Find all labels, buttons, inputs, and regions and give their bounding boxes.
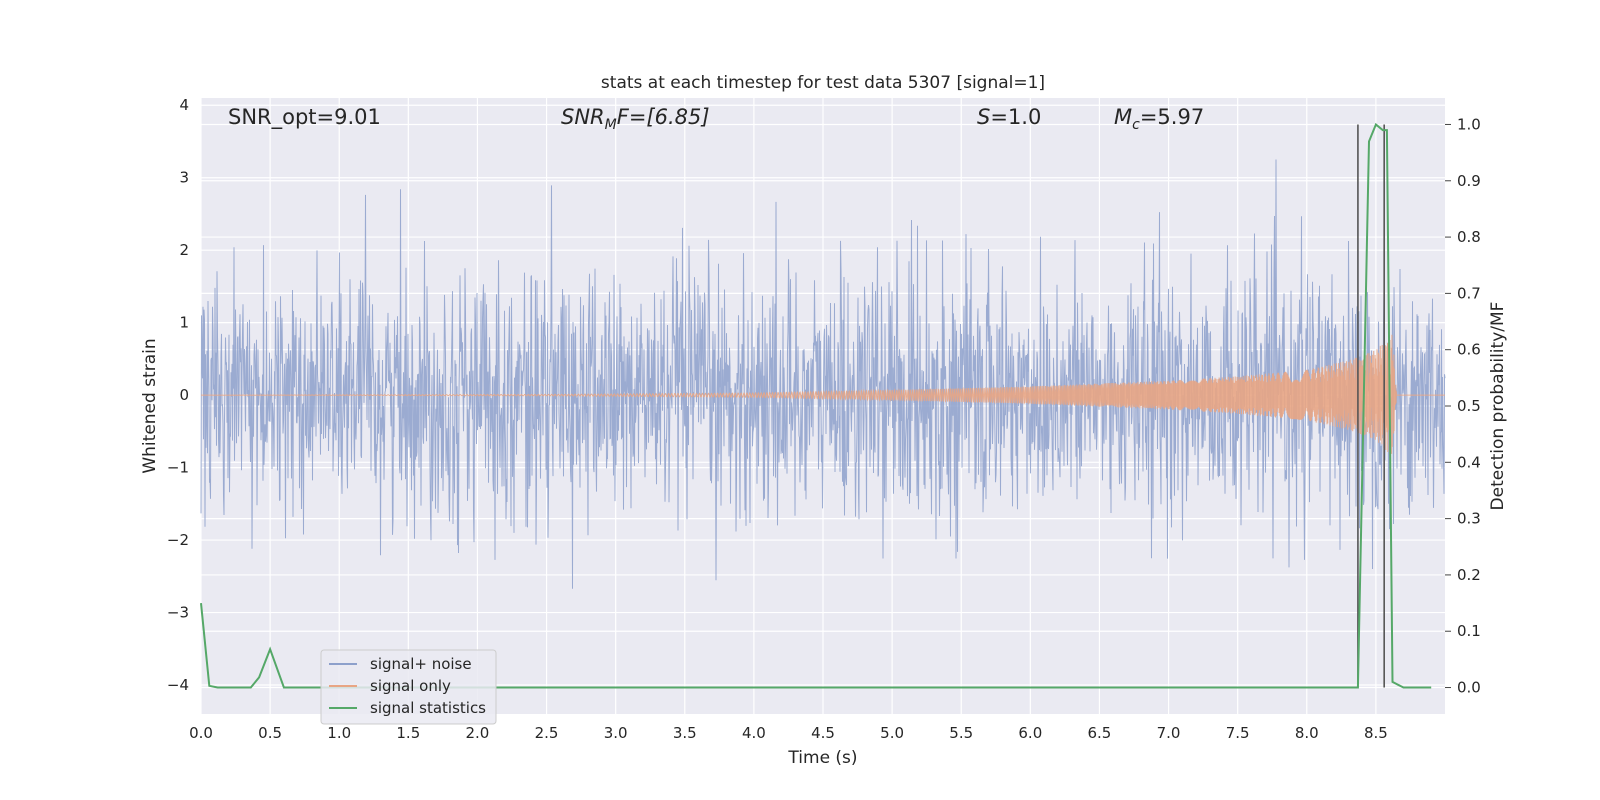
y-tick-label: 1 [179, 314, 189, 332]
y2-tick-label: 0.7 [1457, 284, 1481, 302]
x-axis-label: Time (s) [787, 748, 857, 768]
y-tick-label: −3 [167, 604, 189, 622]
x-tick-label: 6.5 [1088, 724, 1112, 742]
y2-tick-label: 0.4 [1457, 453, 1481, 471]
annotation-snr-mf-sub: M [605, 117, 617, 133]
y2-tick-label: 0.6 [1457, 341, 1481, 359]
y2-tick-label: 0.1 [1457, 622, 1481, 640]
legend-label-signal-only: signal only [370, 677, 451, 695]
y-tick-label: −4 [167, 676, 189, 694]
x-tick-label: 1.0 [327, 724, 351, 742]
annotation-s-value: =1.0 [990, 105, 1041, 129]
y-tick-labels: 4 3 2 1 0 −1 −2 −3 −4 [167, 96, 189, 694]
x-tick-label: 8.0 [1295, 724, 1319, 742]
y-tick-label: 0 [179, 386, 189, 404]
y2-tick-label: 0.9 [1457, 172, 1481, 190]
x-tick-label: 1.5 [396, 724, 420, 742]
x-tick-label: 3.5 [673, 724, 697, 742]
annotation-mc-value: =5.97 [1140, 105, 1204, 129]
x-tick-label: 7.0 [1157, 724, 1181, 742]
y2-tick-label: 0.2 [1457, 566, 1481, 584]
annotation-mc: Mc=5.97 [1114, 105, 1204, 133]
x-tick-label: 4.5 [811, 724, 835, 742]
y2-tick-labels: 1.0 0.9 0.8 0.7 0.6 0.5 0.4 0.3 0.2 0.1 0.0 [1445, 115, 1481, 697]
x-tick-label: 5.5 [949, 724, 973, 742]
x-tick-label: 5.0 [880, 724, 904, 742]
x-tick-label: 0.5 [258, 724, 282, 742]
y2-tick-label: 0.3 [1457, 510, 1481, 528]
x-tick-label: 2.0 [466, 724, 490, 742]
annotation-snr-mf-base: SNR [561, 105, 605, 129]
legend: signal+ noise signal only signal statist… [320, 649, 497, 725]
y2-tick-label: 0.5 [1457, 397, 1481, 415]
y-tick-label: 2 [179, 241, 189, 259]
annotation-mc-symbol: M [1114, 105, 1132, 129]
x-tick-label: 3.0 [604, 724, 628, 742]
series-signal-statistics [200, 122, 1432, 689]
y-tick-label: 4 [179, 96, 189, 114]
x-tick-label: 2.5 [535, 724, 559, 742]
y2-tick-label: 0.8 [1457, 228, 1481, 246]
annotation-snr-opt: SNR_opt=9.01 [228, 105, 381, 130]
y-axis-label: Whitened strain [140, 338, 160, 473]
y2-axis-label: Detection probability/MF [1488, 302, 1508, 511]
y-tick-label: −2 [167, 531, 189, 549]
annotation-s: S=1.0 [977, 105, 1041, 129]
legend-label-signal-statistics: signal statistics [370, 699, 486, 717]
y-tick-label: −1 [167, 459, 189, 477]
x-tick-labels: 0.0 0.5 1.0 1.5 2.0 2.5 3.0 3.5 4.0 4.5 5.0 5.5 6.0 6… [189, 724, 1388, 742]
y-tick-label: 3 [179, 169, 189, 187]
legend-box [320, 649, 497, 725]
series-signal-only [201, 334, 1445, 454]
detection-markers [1357, 124, 1385, 688]
annotation-snr-mf-rest: F=[6.85] [617, 105, 710, 129]
legend-label-signal-noise: signal+ noise [370, 655, 472, 673]
annotation-snr-mf: SNRMF=[6.85] [561, 105, 710, 133]
x-tick-label: 4.0 [742, 724, 766, 742]
y2-tick-label: 1.0 [1457, 115, 1481, 133]
x-tick-label: 7.5 [1226, 724, 1250, 742]
chart-title: stats at each timestep for test data 530… [601, 73, 1045, 93]
x-tick-label: 0.0 [189, 724, 213, 742]
y2-tick-label: 0.0 [1457, 679, 1481, 697]
x-tick-label: 8.5 [1364, 724, 1388, 742]
x-tick-label: 6.0 [1018, 724, 1042, 742]
annotation-mc-sub: c [1132, 117, 1140, 133]
annotation-s-symbol: S [977, 105, 990, 129]
